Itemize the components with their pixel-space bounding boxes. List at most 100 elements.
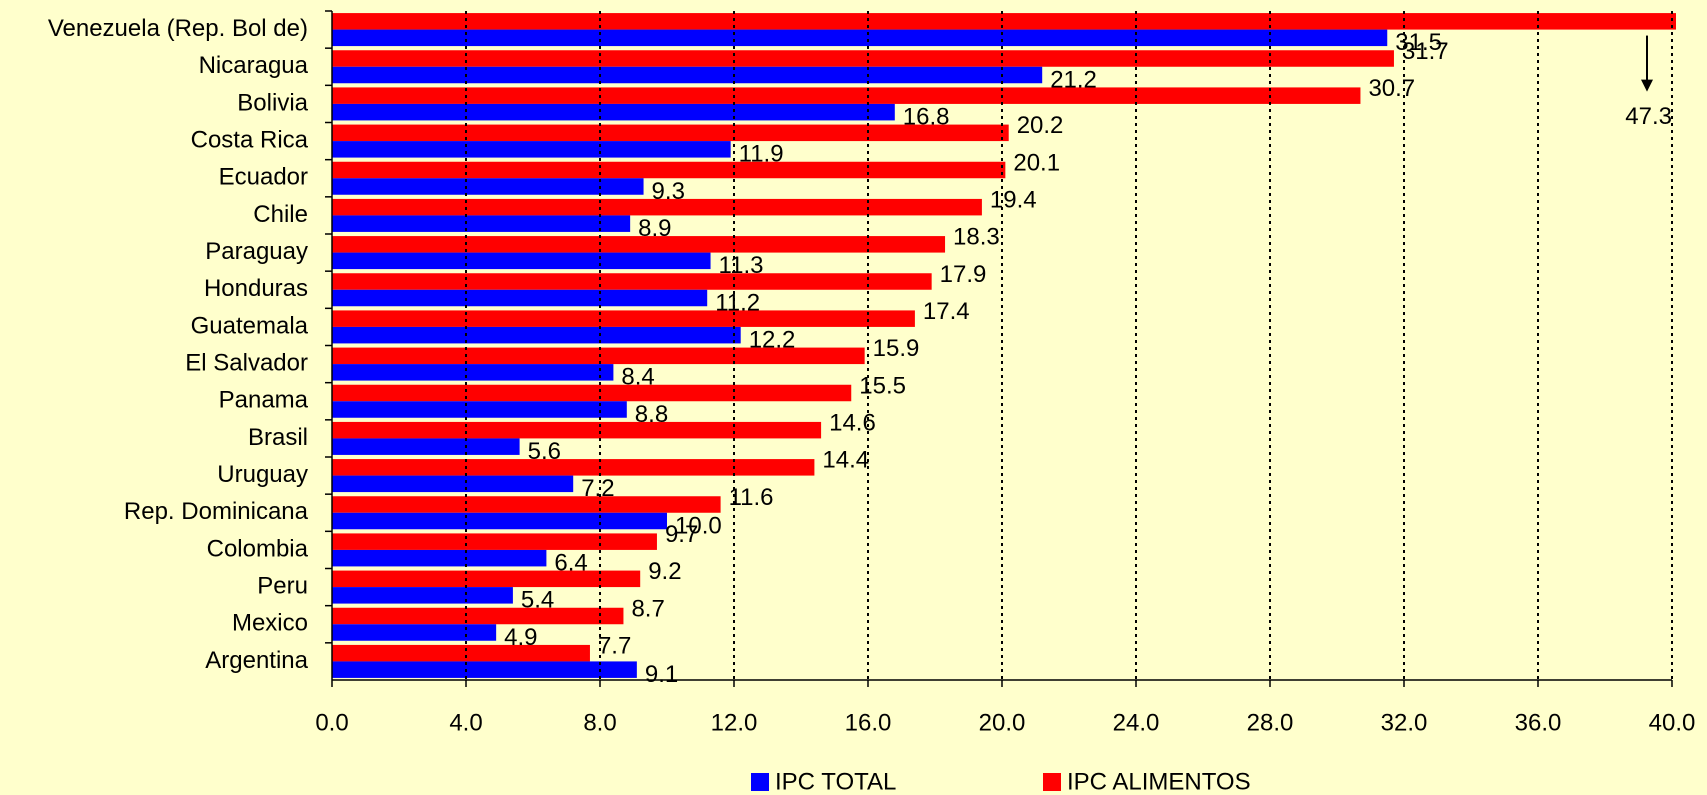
value-label: 9.1 [645,661,678,688]
value-label: 9.7 [665,521,698,548]
bar [332,103,895,121]
value-label: 19.4 [990,187,1037,214]
y-tick-label: El Salvador [185,349,308,376]
bar [332,364,614,381]
bar [332,252,711,270]
bar [332,289,708,307]
bar [332,624,497,641]
value-label: 5.4 [521,587,554,614]
value-label: 31.7 [1402,38,1449,65]
y-tick-label: Rep. Dominicana [124,498,309,525]
y-tick-label: Panama [219,387,309,414]
value-label: 16.8 [903,104,950,131]
value-label: 14.4 [822,447,869,474]
bar [332,198,982,216]
bar [332,236,946,253]
value-label: 8.9 [638,215,671,242]
bar [332,512,667,530]
y-tick-label: Uruguay [217,461,308,488]
x-tick-label: 32.0 [1381,709,1428,736]
bar [332,124,1009,142]
value-label: 11.3 [719,252,764,279]
bar [332,13,1676,30]
value-label: 47.3 [1625,103,1672,130]
y-tick-label: Venezuela (Rep. Bol de) [48,15,308,42]
value-label: 15.5 [859,372,906,399]
bar [332,401,627,418]
x-tick-label: 36.0 [1515,709,1562,736]
bar [332,533,657,550]
bar [332,347,865,365]
legend-swatch [1043,773,1061,791]
value-label: 15.9 [873,335,920,362]
value-label: 30.7 [1368,75,1415,102]
value-label: 5.6 [528,438,561,465]
bar [332,384,852,402]
bar [332,66,1043,84]
x-tick-label: 0.0 [315,709,348,736]
value-label: 9.2 [648,558,681,585]
value-label: 17.4 [923,298,970,325]
bar [332,459,815,476]
value-label: 20.2 [1017,112,1064,139]
y-tick-label: Brasil [248,424,308,451]
bar [332,475,574,493]
bar [332,310,915,327]
y-tick-label: Costa Rica [191,126,309,153]
y-tick-label: Ecuador [219,164,308,191]
y-tick-label: Honduras [204,275,308,302]
bar [332,273,932,290]
value-label: 11.6 [729,484,774,511]
bar [332,421,822,439]
x-tick-label: 24.0 [1113,709,1160,736]
legend-swatch [751,773,769,791]
value-label: 10.0 [675,512,722,539]
x-tick-label: 28.0 [1247,709,1294,736]
value-label: 14.6 [829,410,876,437]
legend-label: IPC TOTAL [775,768,896,795]
y-tick-label: Peru [257,572,308,599]
y-tick-label: Paraguay [205,238,308,265]
value-label: 9.3 [652,178,685,205]
x-tick-label: 8.0 [583,709,616,736]
y-tick-label: Mexico [232,610,308,637]
bar [332,496,721,513]
bar [332,549,547,567]
x-tick-label: 20.0 [979,709,1026,736]
value-label: 6.4 [554,550,587,577]
bar [332,178,644,195]
x-tick-label: 16.0 [845,709,892,736]
x-tick-label: 4.0 [449,709,482,736]
plot-area [332,13,1676,678]
y-tick-label: Guatemala [191,312,309,339]
value-label: 4.9 [504,624,537,651]
legend-label: IPC ALIMENTOS [1067,768,1251,795]
y-tick-label: Argentina [205,647,308,674]
value-label: 31.5 [1395,29,1442,56]
value-label: 20.1 [1013,149,1060,176]
bar [332,438,520,455]
bar [332,87,1361,104]
bar [332,607,624,625]
y-tick-label: Bolivia [237,89,308,116]
x-tick-label: 12.0 [711,709,758,736]
bar [332,215,631,232]
value-label: 7.2 [581,475,614,502]
value-label: 8.4 [621,364,654,391]
arrow-head [1641,79,1653,92]
value-label: 8.7 [631,595,664,622]
bar [332,161,1006,179]
value-label: 21.2 [1050,66,1097,93]
value-label: 17.9 [940,261,987,288]
value-label: 12.2 [749,327,796,354]
y-tick-label: Chile [253,201,308,228]
bar [332,29,1388,47]
value-label: 7.7 [598,633,631,660]
bar [332,326,741,344]
value-label: 11.9 [739,141,784,168]
bar [332,644,590,662]
bar [332,141,731,158]
bar [332,661,637,678]
value-label: 18.3 [953,224,1000,251]
